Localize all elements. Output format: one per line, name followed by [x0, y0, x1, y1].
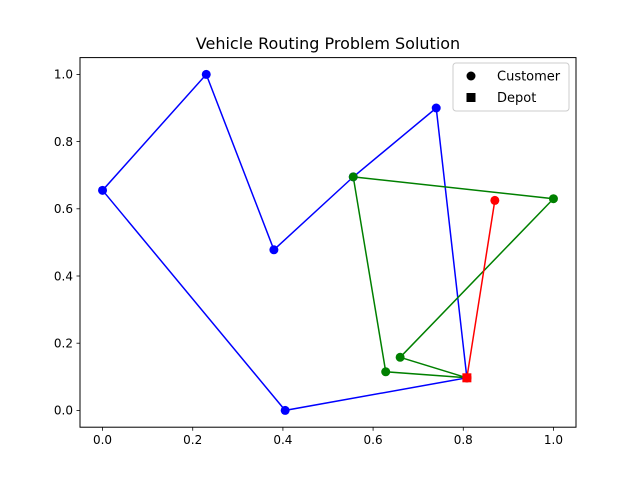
chart-title: Vehicle Routing Problem Solution — [196, 34, 460, 53]
route-line-2 — [352, 176, 556, 379]
legend: Customer Depot — [452, 62, 570, 112]
route-markers — [98, 69, 558, 415]
x-axis: 0.0 0.2 0.4 0.6 0.8 1.0 — [93, 427, 563, 447]
x-tick-label: 0.6 — [364, 433, 383, 447]
route-2-point — [548, 194, 558, 204]
x-tick-label: 0.0 — [93, 433, 112, 447]
y-tick-label: 0.6 — [54, 202, 73, 216]
x-tick-label: 0.4 — [273, 433, 292, 447]
axes-frame — [79, 57, 577, 428]
y-tick-label: 1.0 — [54, 68, 73, 82]
y-tick-label: 0.2 — [54, 337, 73, 351]
route-1-point — [431, 103, 441, 113]
route-1-point — [269, 245, 279, 255]
legend-box — [452, 62, 570, 112]
legend-depot-label: Depot — [497, 91, 536, 106]
route-lines — [101, 72, 556, 412]
route-1-point — [98, 185, 108, 195]
route-1-point — [280, 405, 290, 415]
y-tick-label: 0.8 — [54, 135, 73, 149]
legend-customer-label: Customer — [497, 70, 561, 85]
y-tick-label: 0.4 — [54, 269, 73, 283]
route-line-3 — [466, 200, 496, 378]
route-1-point — [201, 69, 211, 79]
x-tick-label: 1.0 — [544, 433, 563, 447]
route-3-point — [490, 195, 500, 205]
route-2-point — [395, 352, 405, 362]
y-tick-label: 0.0 — [54, 404, 73, 418]
route-2-point — [381, 367, 391, 377]
x-tick-label: 0.8 — [454, 433, 473, 447]
legend-customer-marker — [466, 71, 476, 81]
legend-depot-marker — [466, 93, 476, 102]
y-axis: 0.0 0.2 0.4 0.6 0.8 1.0 — [54, 68, 80, 418]
route-line-1 — [101, 72, 468, 412]
x-tick-label: 0.2 — [183, 433, 202, 447]
depot-marker — [462, 373, 472, 383]
route-2-point — [348, 172, 358, 182]
